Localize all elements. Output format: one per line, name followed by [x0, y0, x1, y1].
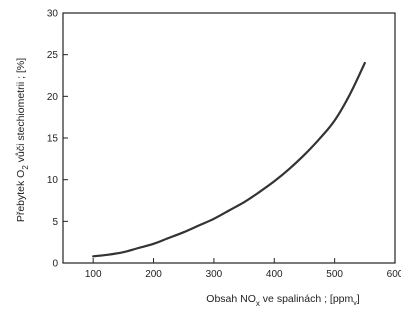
y-tick-label: 15 [47, 134, 59, 145]
x-tick-label: 500 [326, 269, 343, 280]
y-tick-label: 10 [47, 175, 59, 186]
y-tick-label: 20 [47, 92, 59, 103]
x-axis-title-close: ] [357, 293, 360, 305]
y-axis-title-rest: vůči stechiometrii ; [%] [15, 58, 27, 165]
plot-frame [62, 12, 396, 264]
x-axis-title-rest: ve spalinách ; [ppm [260, 293, 354, 305]
y-tick-label: 0 [52, 259, 58, 270]
x-tick-label: 200 [145, 269, 162, 280]
y-tick-label: 25 [47, 50, 59, 61]
x-tick-label: 600 [387, 269, 401, 280]
series-line [92, 61, 366, 258]
x-axis-title-unit-subscript: v [353, 300, 357, 307]
y-tick-label: 30 [47, 9, 59, 20]
x-axis-title-main: Obsah NO [206, 293, 256, 305]
x-axis-title: Obsah NOx ve spalinách ; [ppmv] [206, 293, 360, 308]
x-tick-label: 400 [266, 269, 283, 280]
x-tick-label: 100 [85, 269, 102, 280]
x-axis-title-subscript: x [256, 299, 260, 308]
x-tick-label: 300 [206, 269, 223, 280]
y-axis-title-subscript: 2 [21, 165, 30, 170]
y-axis-ticks: 0 5 10 15 20 25 30 [47, 9, 68, 270]
y-tick-label: 5 [52, 217, 58, 228]
y-axis-title: Přebytek O2 vůči stechiometrii ; [%] [15, 58, 30, 222]
y-axis-title-main: Přebytek O [15, 170, 27, 223]
x-axis-ticks: 100 200 300 400 500 600 [85, 258, 401, 280]
